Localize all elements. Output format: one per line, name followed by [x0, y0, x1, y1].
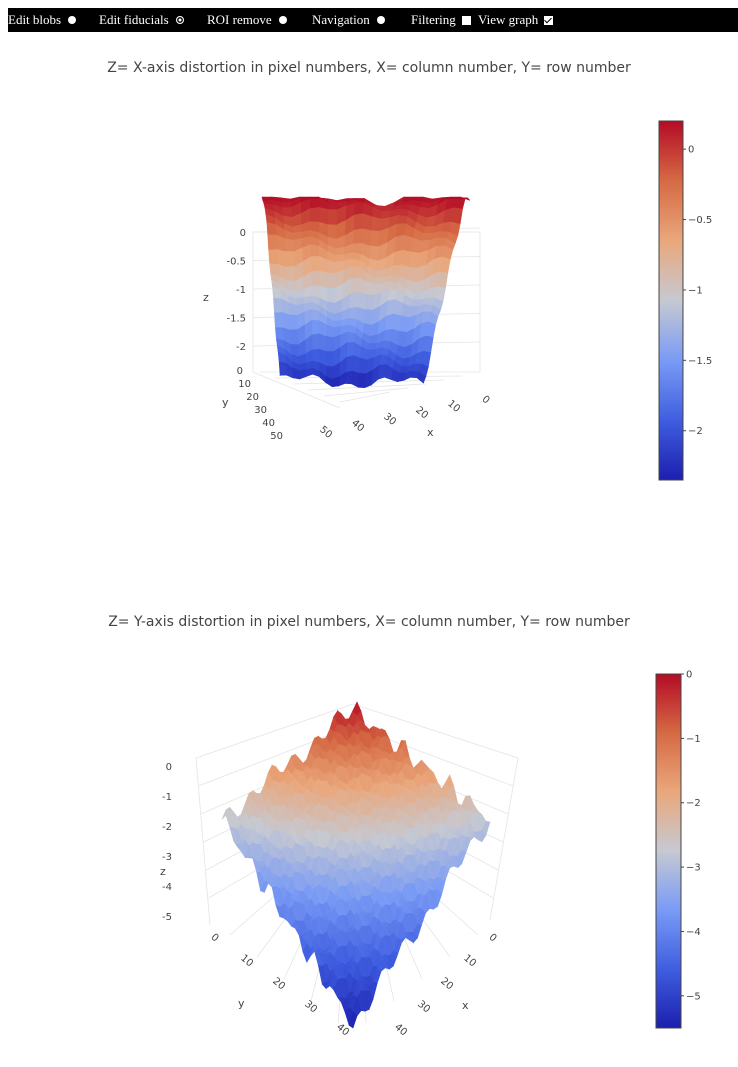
z-tick-label: 0	[240, 228, 246, 239]
x-tick-label: 20	[413, 405, 430, 422]
x-tick-label: 40	[349, 418, 366, 435]
z-tick-label: -4	[162, 882, 172, 893]
colorbar	[655, 673, 682, 1029]
x-axis-label: x	[427, 426, 434, 439]
z-tick-label: -2	[162, 822, 172, 833]
y-tick-label: 10	[238, 379, 251, 390]
edit-blobs-label: Edit blobs	[8, 12, 62, 27]
z-axis-label: z	[160, 865, 166, 878]
y-distortion-plot-title: Z= Y-axis distortion in pixel numbers, X…	[108, 614, 630, 630]
y-distortion-plot: Z= Y-axis distortion in pixel numbers, X…	[0, 540, 738, 1060]
y-tick-label: 10	[238, 953, 255, 970]
x-tick-label: 20	[438, 976, 455, 993]
x-distortion-surface-svg[interactable]: 0 -0.5 -1 -1.5 -2 z 0 10 20 30 40 50 y 0 10 20 30 40 50 x 0 −…	[0, 0, 738, 520]
z-tick-label: -5	[162, 912, 172, 923]
navigation-label: Navigation	[312, 12, 370, 27]
y-tick-label: 20	[246, 392, 259, 403]
y-axis-label: y	[238, 997, 245, 1010]
navigation-radio[interactable]	[376, 16, 385, 24]
x-tick-label: 10	[461, 953, 478, 970]
edit-blobs-radio[interactable]	[68, 16, 77, 24]
colorbar-tick-label: −2	[688, 426, 703, 437]
x-tick-label: 40	[392, 1022, 409, 1039]
y-distortion-surface-svg[interactable]: 0-1-2-3-4-5z010203040y010203040x0−1−2−3−…	[0, 540, 738, 1060]
colorbar-tick-label: −0.5	[688, 215, 712, 226]
view-graph-option[interactable]: View graph	[478, 11, 554, 29]
roi-remove-label: ROI remove	[207, 12, 272, 27]
x-tick-label: 10	[445, 398, 462, 415]
view-graph-label: View graph	[478, 12, 539, 27]
edit-fiducials-option[interactable]: Edit fiducials	[99, 11, 184, 29]
colorbar-tick-label: −3	[686, 863, 701, 874]
x-tick-label: 0	[480, 394, 492, 407]
toolbar: Edit blobs Edit fiducials ROI remove Nav…	[8, 8, 738, 32]
filtering-label: Filtering	[411, 12, 456, 27]
x-tick-label: 30	[381, 411, 398, 428]
colorbar-tick-label: 0	[686, 670, 692, 681]
roi-remove-radio[interactable]	[278, 16, 287, 24]
edit-fiducials-label: Edit fiducials	[99, 12, 169, 27]
edit-fiducials-radio[interactable]	[175, 16, 184, 24]
x-tick-label: 50	[317, 424, 334, 441]
y-tick-label: 30	[254, 405, 267, 416]
back-wall-left	[252, 232, 341, 409]
navigation-option[interactable]: Navigation	[312, 11, 385, 29]
edit-blobs-option[interactable]: Edit blobs	[8, 11, 77, 29]
roi-remove-option[interactable]: ROI remove	[207, 11, 287, 29]
z-tick-label: -2	[236, 342, 246, 353]
y-tick-label: 30	[302, 999, 319, 1016]
z-tick-label: -1.5	[226, 314, 246, 325]
x-distortion-plot: Z= X-axis distortion in pixel numbers, X…	[0, 0, 738, 520]
colorbar-tick-label: −1.5	[688, 356, 712, 367]
z-tick-label: -1	[162, 792, 172, 803]
y-axis-label: y	[222, 396, 229, 409]
z-tick-label: 0	[166, 762, 172, 773]
z-tick-label: -1	[236, 285, 246, 296]
filtering-option[interactable]: Filtering	[411, 11, 471, 29]
colorbar-tick-label: −2	[686, 798, 701, 809]
back-wall-left	[195, 757, 211, 926]
colorbar-tick-label: −1	[686, 734, 701, 745]
y-tick-label: 40	[334, 1022, 351, 1039]
surface-mesh	[261, 196, 471, 388]
colorbar-tick-label: −4	[686, 927, 701, 938]
view-graph-checkbox[interactable]	[544, 15, 554, 25]
x-tick-label: 0	[487, 932, 499, 945]
y-tick-label: 0	[209, 932, 221, 945]
z-axis-label: z	[203, 291, 209, 304]
x-distortion-plot-title: Z= X-axis distortion in pixel numbers, X…	[107, 60, 631, 76]
back-wall-top	[195, 703, 519, 759]
surface-mesh	[221, 701, 491, 1029]
y-tick-label: 0	[237, 366, 243, 377]
z-tick-label: -0.5	[226, 257, 246, 268]
colorbar-tick-label: 0	[688, 145, 694, 156]
z-tick-label: -3	[162, 852, 172, 863]
colorbar	[658, 120, 684, 481]
colorbar-tick-label: −5	[686, 991, 701, 1002]
y-tick-label: 40	[262, 418, 275, 429]
x-axis-label: x	[462, 999, 469, 1012]
back-wall-right	[489, 757, 519, 921]
x-tick-label: 30	[415, 999, 432, 1016]
y-tick-label: 50	[270, 431, 283, 442]
filtering-checkbox[interactable]	[461, 15, 471, 25]
colorbar-tick-label: −1	[688, 285, 703, 296]
